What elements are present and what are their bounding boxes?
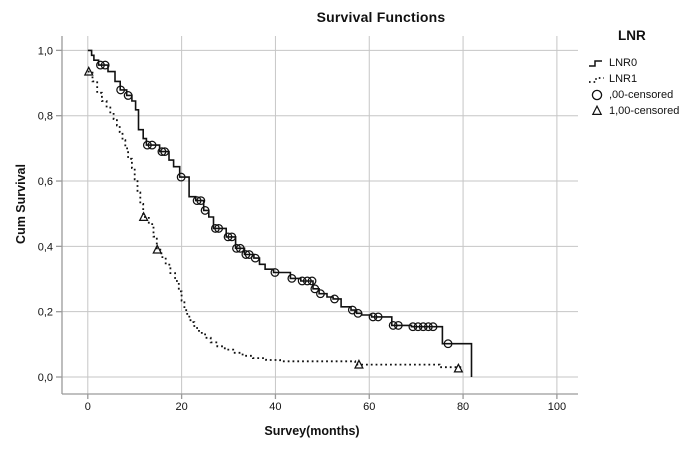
legend-item-00-censored: ,00-censored (585, 87, 697, 102)
censored-circle-marker (227, 232, 237, 242)
censored-circle-marker (368, 312, 378, 322)
legend-item-lnr0: LNR0 (585, 55, 697, 70)
censored-circle-marker (192, 196, 202, 206)
lnr0-curve (87, 49, 473, 377)
open-circle-icon (585, 88, 609, 102)
legend: LNR LNR0 LNR1 ,00-censored (585, 28, 697, 119)
lnr1-censored-markers (83, 66, 464, 373)
legend-item-lnr1: LNR1 (585, 71, 697, 86)
censored-circle-marker (330, 294, 339, 304)
y-tick-label: 0,4 (38, 241, 53, 253)
censored-circle-marker (214, 223, 224, 233)
x-tick-label: 0 (85, 401, 91, 413)
censored-circle-marker (200, 206, 210, 215)
censored-circle-marker (287, 273, 297, 283)
legend-title: LNR (618, 28, 646, 43)
censored-circle-marker (393, 320, 403, 330)
censored-circle-marker (116, 85, 126, 95)
censored-circle-marker (423, 322, 433, 332)
censored-circle-marker (443, 339, 453, 349)
censored-circle-marker (196, 196, 206, 206)
censored-circle-marker (297, 276, 307, 286)
censored-circle-marker (353, 308, 363, 318)
y-tick-label: 0,6 (38, 176, 53, 188)
censored-circle-marker (157, 147, 167, 157)
censored-circle-marker (223, 232, 233, 242)
censored-circle-marker (413, 322, 423, 332)
y-tick-label: 0,8 (38, 111, 53, 123)
censored-triangle-marker (354, 359, 364, 369)
chart-title: Survival Functions (316, 9, 446, 25)
censored-triangle-marker (152, 244, 163, 254)
censored-circle-marker (373, 312, 383, 322)
censored-circle-marker (96, 60, 105, 70)
solid-step-line-icon (585, 57, 609, 69)
censored-triangle-marker (138, 211, 149, 221)
censored-circle-marker (123, 91, 133, 100)
legend-item-100-censored: 1,00-censored (585, 103, 697, 118)
y-tick-label: 0,0 (38, 372, 53, 384)
dotted-step-line-icon (585, 73, 609, 85)
legend-label-00-censored: ,00-censored (609, 88, 674, 101)
y-tick-label: 0,2 (38, 307, 53, 319)
censored-circle-marker (408, 322, 418, 332)
x-tick-label: 60 (363, 401, 375, 413)
censored-circle-marker (100, 60, 110, 70)
x-axis-title: Survey(months) (264, 424, 360, 438)
censored-circle-marker (316, 289, 325, 299)
open-triangle-icon (585, 104, 609, 118)
censored-circle-marker (307, 276, 317, 286)
x-tick-label: 100 (548, 401, 566, 413)
censored-triangle-marker (83, 66, 94, 76)
censored-circle-marker (270, 268, 280, 277)
legend-label-lnr1: LNR1 (609, 72, 638, 85)
gridlines (62, 36, 578, 394)
censored-circle-marker (160, 147, 170, 157)
censored-circle-marker (310, 284, 320, 294)
legend-rows: LNR0 LNR1 ,00-censored 1,00-censored (585, 55, 697, 118)
censored-circle-marker (235, 243, 245, 253)
censored-circle-marker (232, 243, 241, 253)
lnr0-censored-markers (96, 60, 453, 349)
tick-labels: 0,0 0,2 0,4 0,6 0,8 1,0 0 20 40 60 80 100 (38, 45, 566, 413)
censored-circle-marker (302, 276, 312, 286)
lnr1-curve (87, 70, 464, 369)
legend-label-100-censored: 1,00-censored (609, 104, 680, 117)
censored-circle-marker (241, 250, 251, 259)
y-tick-label: 1,0 (38, 45, 53, 57)
censored-circle-marker (142, 140, 152, 150)
axes (56, 36, 578, 399)
x-tick-label: 80 (457, 401, 469, 413)
x-tick-label: 40 (269, 401, 281, 413)
censored-circle-marker (210, 223, 220, 233)
censored-circle-marker (418, 322, 428, 332)
censored-triangle-marker (453, 362, 464, 373)
censored-circle-marker (250, 253, 260, 263)
censored-circle-marker (428, 322, 438, 332)
legend-label-lnr0: LNR0 (609, 56, 638, 69)
censored-circle-marker (388, 320, 398, 330)
censored-circle-marker (147, 140, 157, 150)
censored-circle-marker (176, 172, 186, 182)
x-tick-label: 20 (175, 401, 187, 413)
